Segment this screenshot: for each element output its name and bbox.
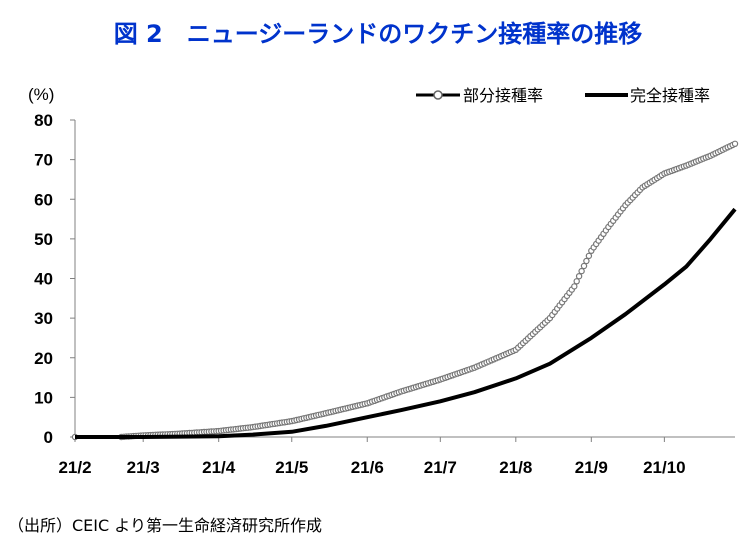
x-tick-label: 21/4	[202, 458, 236, 477]
legend-label-full: 完全接種率	[630, 86, 710, 105]
x-tick-label: 21/6	[351, 458, 384, 477]
legend-item-partial: 部分接種率	[416, 86, 543, 105]
partial-vaccination-point	[573, 278, 580, 285]
partial-vaccination-point	[571, 283, 578, 290]
y-tick-label: 70	[34, 151, 53, 170]
y-tick-label: 30	[34, 309, 53, 328]
partial-vaccination-point	[580, 262, 588, 270]
chart-title: 図 2 ニュージーランドのワクチン接種率の推移	[113, 20, 643, 48]
y-tick-label: 10	[34, 388, 53, 407]
x-tick-label: 21/8	[499, 458, 532, 477]
partial-vaccination-point	[585, 252, 593, 260]
line-chart: (%) 0 10 20 30 40 50 60 70 80 21/2 21/3 21/4 21/5 21/6…	[28, 85, 739, 477]
x-tick-label: 21/5	[275, 458, 308, 477]
y-tick-label: 40	[34, 270, 53, 289]
tick-labels: (%) 0 10 20 30 40 50 60 70 80 21/2 21/3 21/4 21/5 21/6…	[28, 85, 686, 477]
legend: 部分接種率 完全接種率	[416, 86, 710, 105]
y-tick-label: 20	[34, 349, 53, 368]
full-vaccination-line	[75, 207, 737, 439]
y-axis-unit-label: (%)	[28, 85, 54, 104]
source-note: （出所）CEIC より第一生命経済研究所作成	[8, 516, 322, 535]
partial-vaccination-point	[575, 273, 583, 280]
legend-label-partial: 部分接種率	[463, 86, 543, 105]
partial-vaccination-point	[578, 267, 585, 275]
y-tick-label: 80	[34, 111, 53, 130]
partial-vaccination-point	[731, 140, 739, 147]
series-layer	[71, 140, 739, 441]
x-tick-label: 21/9	[575, 458, 608, 477]
x-tick-label: 21/2	[58, 458, 91, 477]
y-tick-label: 0	[44, 428, 53, 447]
x-tick-label: 21/7	[424, 458, 457, 477]
x-tick-label: 21/3	[127, 458, 160, 477]
y-tick-label: 60	[34, 190, 53, 209]
legend-item-full: 完全接種率	[585, 86, 710, 105]
x-tick-label: 21/10	[643, 458, 686, 477]
legend-marker-partial	[433, 90, 443, 100]
partial-vaccination-point	[583, 257, 590, 265]
series-full	[75, 207, 737, 439]
y-tick-label: 50	[34, 230, 53, 249]
series-partial	[71, 140, 739, 441]
